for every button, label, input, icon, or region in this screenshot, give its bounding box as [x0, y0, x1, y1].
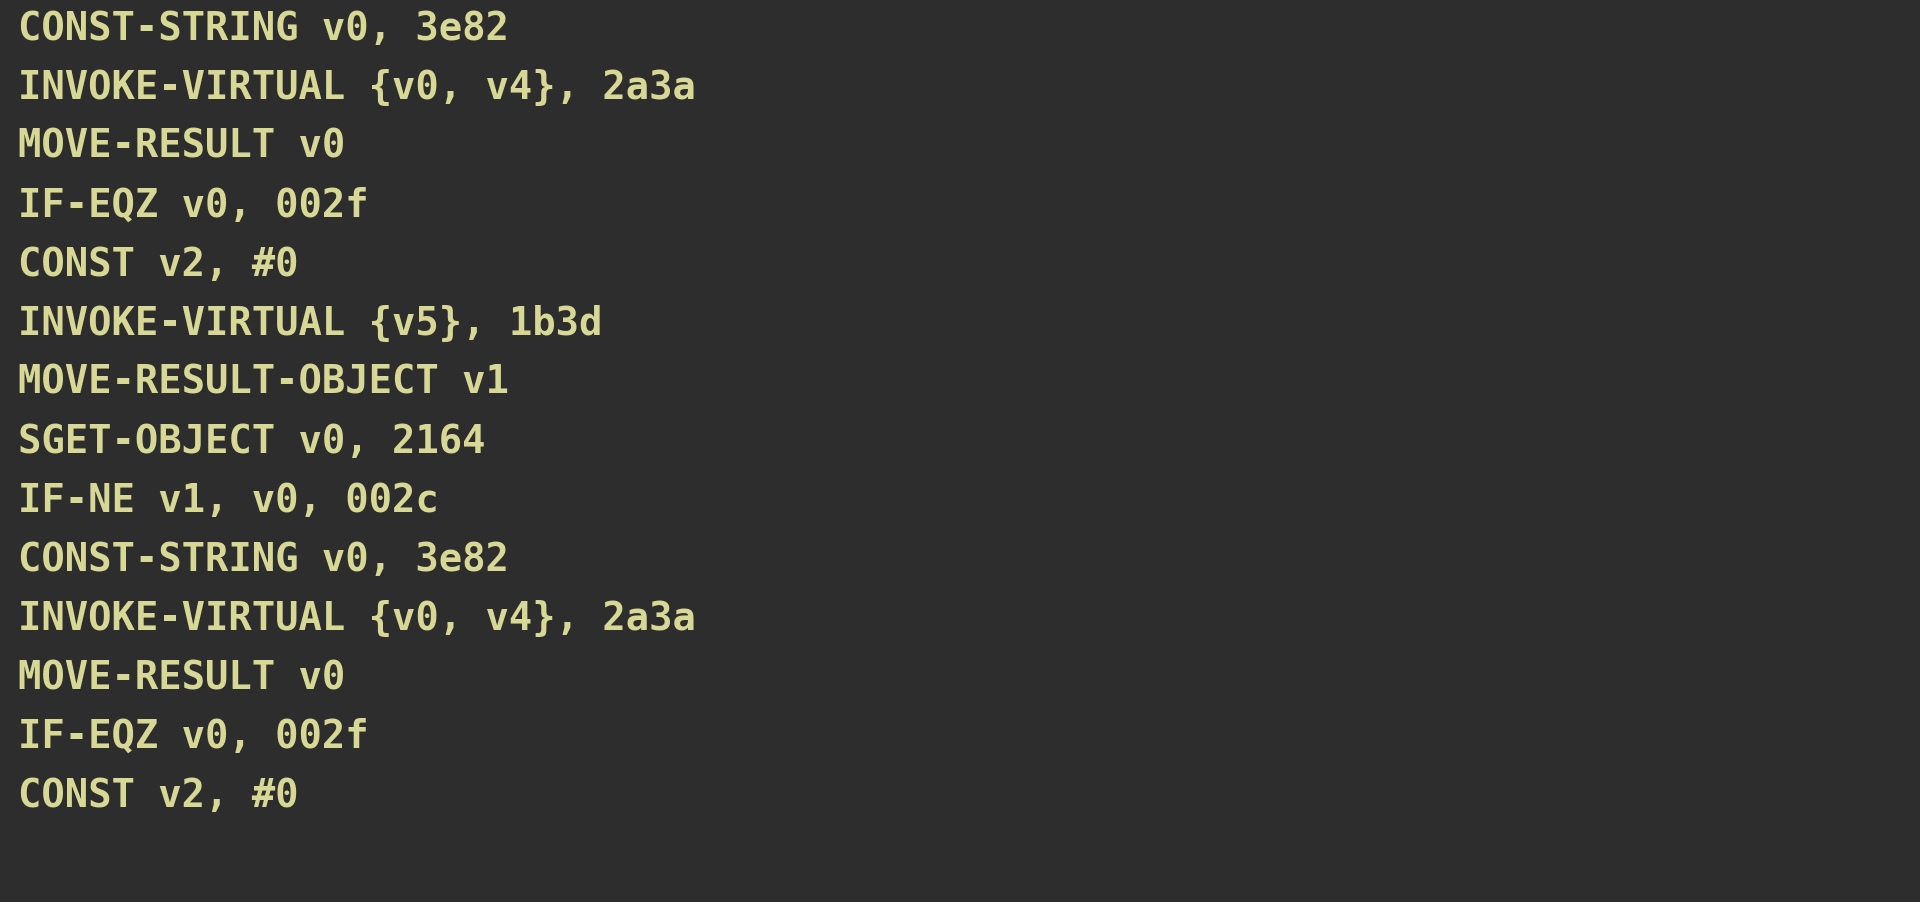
Text: MOVE-RESULT-OBJECT v1: MOVE-RESULT-OBJECT v1 [17, 364, 509, 402]
Text: CONST v2, #0: CONST v2, #0 [17, 777, 298, 815]
Text: IF-EQZ v0, 002f: IF-EQZ v0, 002f [17, 718, 369, 756]
Text: INVOKE-VIRTUAL {v0, v4}, 2a3a: INVOKE-VIRTUAL {v0, v4}, 2a3a [17, 69, 695, 107]
Text: INVOKE-VIRTUAL {v0, v4}, 2a3a: INVOKE-VIRTUAL {v0, v4}, 2a3a [17, 600, 695, 638]
Text: IF-NE v1, v0, 002c: IF-NE v1, v0, 002c [17, 482, 440, 520]
Text: CONST-STRING v0, 3e82: CONST-STRING v0, 3e82 [17, 541, 509, 579]
Text: INVOKE-VIRTUAL {v5}, 1b3d: INVOKE-VIRTUAL {v5}, 1b3d [17, 305, 603, 343]
Text: MOVE-RESULT v0: MOVE-RESULT v0 [17, 659, 346, 697]
Text: SGET-OBJECT v0, 2164: SGET-OBJECT v0, 2164 [17, 423, 486, 461]
Text: MOVE-RESULT v0: MOVE-RESULT v0 [17, 128, 346, 166]
Text: CONST v2, #0: CONST v2, #0 [17, 246, 298, 284]
Text: IF-EQZ v0, 002f: IF-EQZ v0, 002f [17, 187, 369, 225]
Text: CONST-STRING v0, 3e82: CONST-STRING v0, 3e82 [17, 10, 509, 48]
